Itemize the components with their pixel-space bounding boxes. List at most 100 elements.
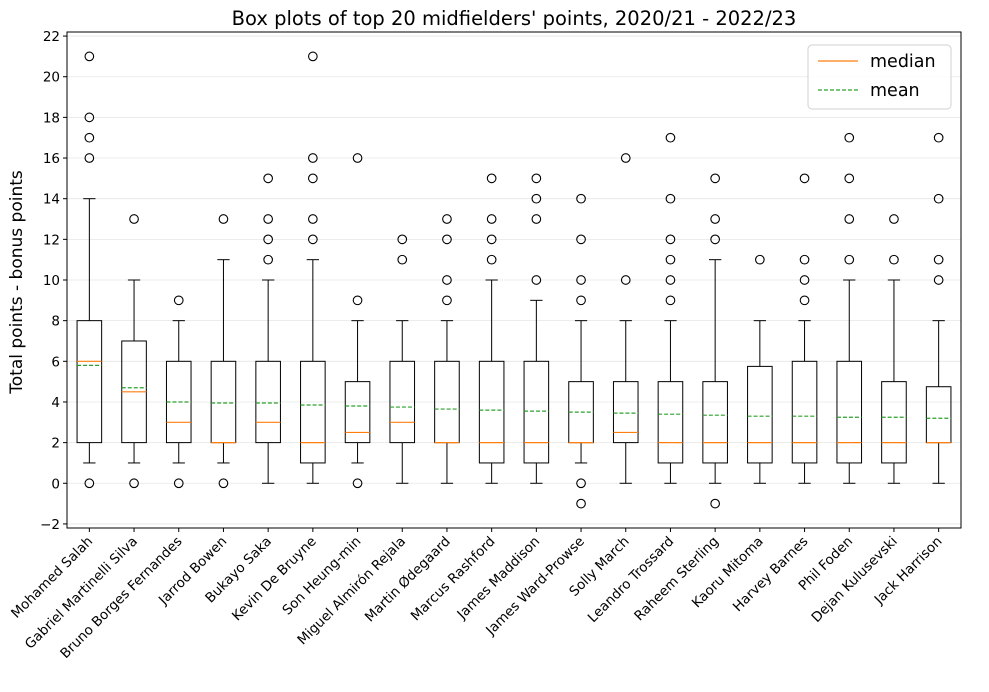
y-tick-label: 20	[43, 70, 60, 86]
y-tick-label: 6	[51, 354, 60, 370]
outlier-point	[576, 498, 586, 509]
outlier-point	[576, 295, 586, 306]
outlier-point	[263, 214, 274, 224]
outlier-point	[710, 234, 721, 245]
outlier-point	[620, 153, 631, 163]
outlier-point	[129, 478, 139, 489]
y-tick-label: 12	[43, 232, 60, 248]
iqr-box	[523, 360, 550, 464]
y-tick-label: 10	[43, 273, 60, 289]
outlier-point	[352, 478, 363, 489]
x-tick-label: Marcus Rashford	[408, 534, 499, 625]
outlier-point	[665, 275, 676, 285]
y-tick-label: −2	[40, 517, 60, 533]
iqr-box	[836, 360, 863, 464]
outlier-point	[665, 132, 676, 143]
box-9	[478, 173, 505, 484]
box-12	[612, 153, 639, 484]
box-18	[881, 214, 907, 484]
outlier-point	[442, 275, 452, 285]
chart-title: Box plots of top 20 midfielders' points,…	[232, 7, 797, 30]
outlier-point	[173, 295, 184, 306]
outlier-point	[933, 132, 944, 143]
outlier-point	[576, 275, 586, 285]
outlier-point	[352, 295, 363, 306]
outlier-point	[576, 478, 586, 489]
iqr-box	[255, 360, 281, 444]
iqr-box	[791, 360, 818, 464]
outlier-point	[844, 254, 855, 265]
box-14	[702, 173, 728, 509]
outlier-point	[933, 275, 944, 285]
outlier-point	[442, 234, 452, 245]
outlier-point	[710, 214, 721, 224]
outlier-point	[486, 173, 497, 184]
plot-area	[76, 51, 952, 509]
legend-label-median: median	[870, 52, 936, 72]
iqr-box	[925, 386, 952, 444]
outlier-point	[129, 214, 139, 224]
outlier-point	[799, 254, 810, 265]
iqr-box	[612, 381, 639, 444]
y-axis: −2 0 2 4 6 8 10 12 14 16 18 20 22	[40, 29, 67, 533]
x-tick-label: Raheem Sterling	[631, 534, 722, 625]
outlier-point	[263, 254, 274, 265]
y-tick-label: 8	[51, 314, 60, 330]
outlier-point	[933, 193, 944, 204]
outlier-point	[889, 214, 899, 224]
y-axis-label: Total points - bonus points	[7, 170, 27, 395]
outlier-point	[486, 234, 497, 245]
box-5	[300, 51, 326, 484]
outlier-point	[173, 478, 184, 489]
outlier-point	[308, 234, 318, 245]
outlier-point	[665, 295, 676, 306]
outlier-point	[531, 173, 542, 184]
box-17	[836, 132, 863, 484]
iqr-box	[881, 381, 907, 464]
iqr-box	[389, 360, 416, 444]
box-15	[747, 254, 773, 484]
box-7	[389, 234, 416, 484]
outlier-point	[263, 234, 274, 245]
box-4	[255, 173, 281, 484]
box-13	[657, 132, 684, 484]
y-tick-label: 22	[43, 29, 60, 45]
iqr-box	[702, 381, 728, 464]
outlier-point	[844, 214, 855, 224]
outlier-point	[754, 254, 765, 265]
outlier-point	[263, 173, 274, 184]
plot-frame	[66, 31, 962, 529]
x-tick-label: Mohamed Salah	[8, 534, 96, 622]
outlier-point	[218, 478, 229, 489]
legend: median mean	[807, 44, 952, 110]
box-16	[791, 173, 818, 484]
outlier-point	[844, 173, 855, 184]
outlier-point	[397, 234, 408, 245]
y-tick-label: 2	[51, 436, 60, 452]
iqr-box	[478, 360, 505, 464]
outlier-point	[531, 275, 542, 285]
box-0	[76, 51, 103, 489]
outlier-point	[710, 173, 721, 184]
outlier-point	[308, 173, 318, 184]
outlier-point	[844, 132, 855, 143]
outlier-point	[665, 254, 676, 265]
outlier-point	[665, 234, 676, 245]
outlier-point	[308, 153, 318, 163]
outlier-point	[799, 173, 810, 184]
outlier-point	[84, 112, 95, 123]
box-10	[523, 173, 550, 484]
outlier-point	[486, 214, 497, 224]
outlier-point	[218, 214, 229, 224]
outlier-point	[308, 51, 318, 62]
iqr-box	[657, 381, 684, 464]
outlier-point	[576, 234, 586, 245]
box-19	[925, 132, 952, 484]
box-3	[210, 214, 237, 489]
box-1	[121, 214, 147, 489]
y-tick-label: 16	[43, 151, 60, 167]
y-tick-label: 14	[43, 192, 60, 208]
x-tick-label: Kevin De Bruyne	[229, 534, 320, 625]
